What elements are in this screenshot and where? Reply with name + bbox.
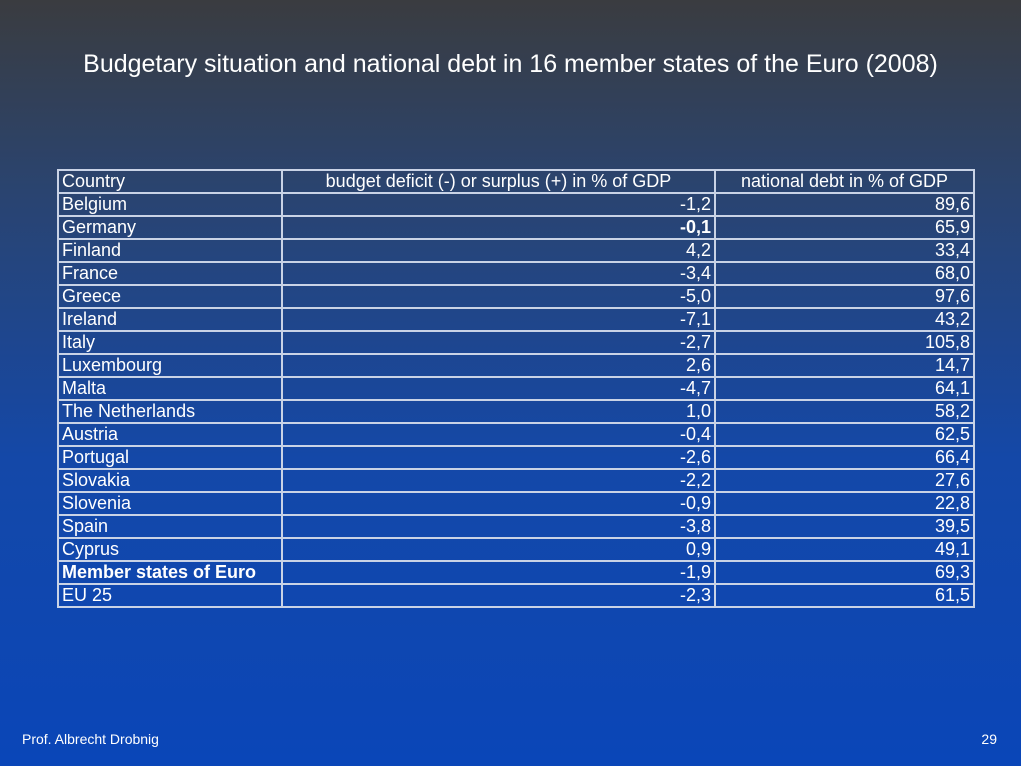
value-cell: 2,6	[281, 353, 716, 378]
value-cell: 27,6	[714, 468, 975, 493]
value-cell: 61,5	[714, 583, 975, 608]
country-cell: Austria	[57, 422, 283, 447]
value-cell: 66,4	[714, 445, 975, 470]
column-header: national debt in % of GDP	[714, 169, 975, 194]
value-cell: 68,0	[714, 261, 975, 286]
country-cell: Slovenia	[57, 491, 283, 516]
value-cell: -4,7	[281, 376, 716, 401]
country-cell: Belgium	[57, 192, 283, 217]
table-row: Portugal -2,6 66,4	[57, 445, 975, 470]
value-cell: -0,4	[281, 422, 716, 447]
value-cell: -5,0	[281, 284, 716, 309]
country-cell: Greece	[57, 284, 283, 309]
table-row: Italy -2,7 105,8	[57, 330, 975, 355]
header-row: Country budget deficit (-) or surplus (+)…	[57, 169, 975, 194]
value-cell: -2,7	[281, 330, 716, 355]
table-row: Austria -0,4 62,5	[57, 422, 975, 447]
value-cell: 14,7	[714, 353, 975, 378]
table-row: France -3,4 68,0	[57, 261, 975, 286]
table-row: Germany -0,1 65,9	[57, 215, 975, 240]
table-row: Cyprus 0,9 49,1	[57, 537, 975, 562]
value-cell: -0,9	[281, 491, 716, 516]
value-cell: 69,3	[714, 560, 975, 585]
value-cell: -1,9	[281, 560, 716, 585]
value-cell: 1,0	[281, 399, 716, 424]
country-cell: Member states of Euro	[57, 560, 283, 585]
table-row: Slovenia -0,9 22,8	[57, 491, 975, 516]
value-cell: 49,1	[714, 537, 975, 562]
table-row: Spain -3,8 39,5	[57, 514, 975, 539]
value-cell: 4,2	[281, 238, 716, 263]
data-table: Country budget deficit (-) or surplus (+)…	[57, 169, 975, 608]
country-cell: Luxembourg	[57, 353, 283, 378]
column-header: budget deficit (-) or surplus (+) in % o…	[281, 169, 716, 194]
value-cell: 89,6	[714, 192, 975, 217]
value-cell: 22,8	[714, 491, 975, 516]
value-cell: 65,9	[714, 215, 975, 240]
country-cell: Slovakia	[57, 468, 283, 493]
value-cell: 62,5	[714, 422, 975, 447]
country-cell: Germany	[57, 215, 283, 240]
country-cell: Italy	[57, 330, 283, 355]
country-cell: EU 25	[57, 583, 283, 608]
value-cell: -0,1	[281, 215, 716, 240]
value-cell: 97,6	[714, 284, 975, 309]
table-row: Member states of Euro -1,9 69,3	[57, 560, 975, 585]
table-row: Luxembourg 2,6 14,7	[57, 353, 975, 378]
value-cell: -3,4	[281, 261, 716, 286]
slide-title: Budgetary situation and national debt in…	[83, 50, 938, 78]
table-row: The Netherlands 1,0 58,2	[57, 399, 975, 424]
value-cell: 105,8	[714, 330, 975, 355]
value-cell: 58,2	[714, 399, 975, 424]
table-row: Belgium -1,2 89,6	[57, 192, 975, 217]
footer-author: Prof. Albrecht Drobnig	[22, 731, 159, 747]
value-cell: 64,1	[714, 376, 975, 401]
table-row: Greece -5,0 97,6	[57, 284, 975, 309]
value-cell: 0,9	[281, 537, 716, 562]
table-row: EU 25 -2,3 61,5	[57, 583, 975, 608]
country-cell: France	[57, 261, 283, 286]
value-cell: -2,3	[281, 583, 716, 608]
country-cell: The Netherlands	[57, 399, 283, 424]
column-header: Country	[57, 169, 283, 194]
value-cell: 43,2	[714, 307, 975, 332]
country-cell: Cyprus	[57, 537, 283, 562]
table-row: Ireland -7,1 43,2	[57, 307, 975, 332]
table-row: Slovakia -2,2 27,6	[57, 468, 975, 493]
value-cell: -7,1	[281, 307, 716, 332]
value-cell: -2,2	[281, 468, 716, 493]
value-cell: -1,2	[281, 192, 716, 217]
value-cell: -2,6	[281, 445, 716, 470]
value-cell: 39,5	[714, 514, 975, 539]
table-row: Finland 4,2 33,4	[57, 238, 975, 263]
country-cell: Ireland	[57, 307, 283, 332]
page-number: 29	[981, 731, 997, 747]
country-cell: Portugal	[57, 445, 283, 470]
country-cell: Finland	[57, 238, 283, 263]
country-cell: Spain	[57, 514, 283, 539]
table-row: Malta -4,7 64,1	[57, 376, 975, 401]
value-cell: -3,8	[281, 514, 716, 539]
country-cell: Malta	[57, 376, 283, 401]
value-cell: 33,4	[714, 238, 975, 263]
